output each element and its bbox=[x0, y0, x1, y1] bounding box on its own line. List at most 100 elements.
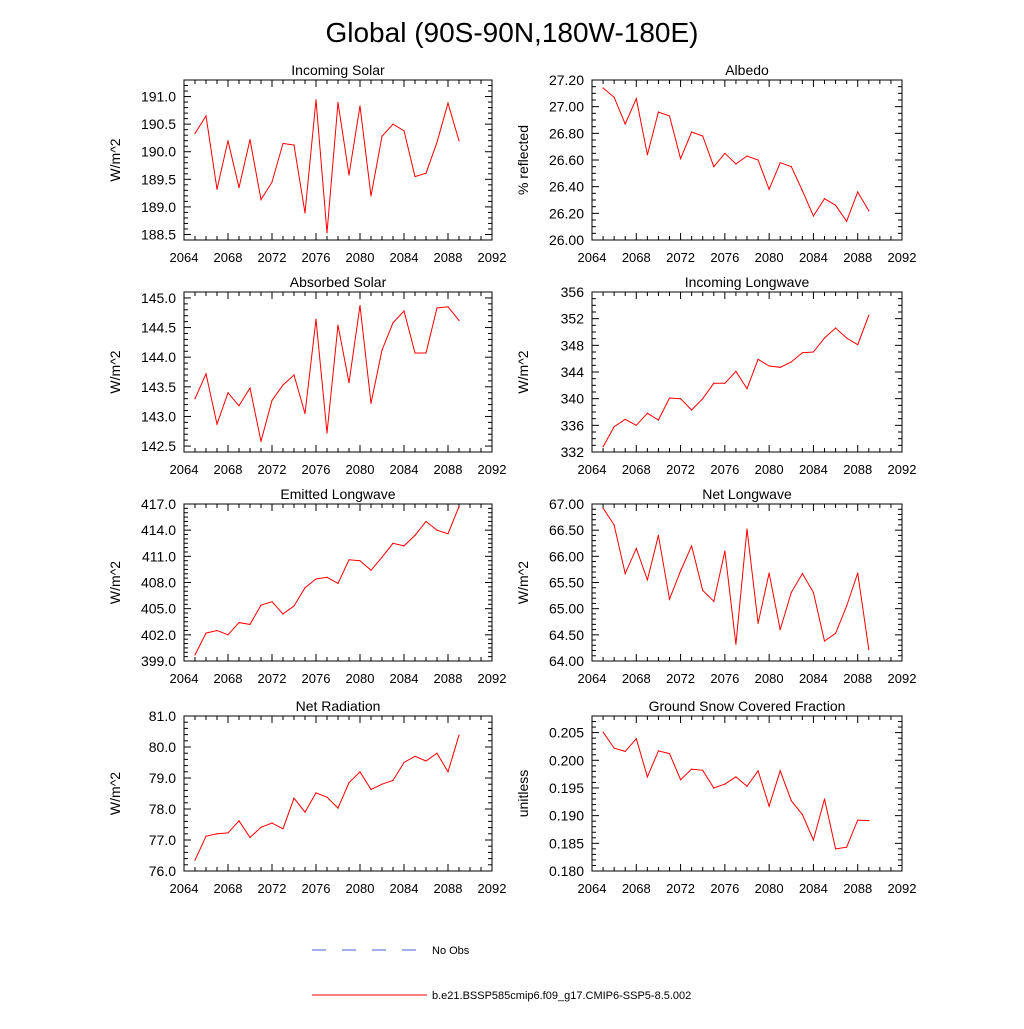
data-point bbox=[801, 190, 803, 192]
data-point bbox=[326, 796, 328, 798]
data-point bbox=[768, 572, 770, 574]
data-point bbox=[613, 96, 615, 98]
data-point bbox=[724, 152, 726, 154]
x-tick-label: 2072 bbox=[258, 250, 287, 265]
data-point bbox=[315, 578, 317, 580]
plot-frame bbox=[591, 503, 903, 662]
data-point bbox=[326, 576, 328, 578]
panel-title: Ground Snow Covered Fraction bbox=[649, 698, 846, 714]
data-point bbox=[668, 115, 671, 117]
panel-emitted-longwave: 2064 2068 2072 2076 2080 2084 2088 2092 399.0 402… bbox=[107, 486, 506, 686]
y-axis-label: W/m^2 bbox=[515, 561, 531, 604]
data-point bbox=[304, 587, 306, 589]
data-point bbox=[227, 634, 229, 636]
x-tick-label: 2088 bbox=[843, 462, 872, 477]
data-point bbox=[735, 370, 737, 372]
y-tick-label: 142.5 bbox=[141, 438, 176, 454]
data-point bbox=[271, 601, 273, 603]
x-tick-label: 2088 bbox=[434, 462, 463, 477]
x-tick-label: 2084 bbox=[390, 881, 419, 896]
x-tick-label: 2080 bbox=[346, 881, 375, 896]
x-tick-label: 2064 bbox=[170, 671, 199, 686]
x-tick-label: 2064 bbox=[578, 462, 607, 477]
panel-title: Absorbed Solar bbox=[290, 274, 387, 290]
data-point bbox=[702, 398, 704, 400]
data-point bbox=[216, 188, 218, 190]
data-point bbox=[260, 826, 262, 828]
data-point bbox=[679, 398, 682, 400]
panel-absorbed-solar: 2064 2068 2072 2076 2080 2084 2088 2092 142.5 143… bbox=[107, 274, 506, 477]
x-tick-label: 2076 bbox=[710, 462, 739, 477]
plot-frame bbox=[591, 79, 903, 241]
plot-frame bbox=[183, 715, 493, 872]
legend: No Obs b.e21.BSSP585cmip6.f09_g17.CMIP6-… bbox=[312, 945, 691, 1002]
data-point bbox=[403, 130, 405, 132]
data-point bbox=[293, 374, 295, 376]
data-point bbox=[425, 760, 427, 762]
data-point bbox=[337, 102, 339, 104]
data-point bbox=[746, 388, 748, 390]
y-tick-label: 26.60 bbox=[549, 152, 584, 168]
x-tick-label: 2084 bbox=[390, 671, 419, 686]
panel-title: Incoming Longwave bbox=[685, 274, 810, 290]
data-point bbox=[757, 358, 759, 360]
data-point bbox=[403, 545, 405, 547]
x-tick-label: 2092 bbox=[888, 462, 917, 477]
data-point bbox=[823, 337, 826, 339]
data-point bbox=[293, 144, 295, 146]
data-point bbox=[425, 172, 427, 174]
data-point bbox=[713, 600, 715, 602]
series-line-emitted-longwave bbox=[194, 506, 460, 656]
data-point bbox=[304, 212, 306, 214]
x-tick-label: 2080 bbox=[346, 462, 375, 477]
data-point bbox=[436, 752, 438, 754]
data-point bbox=[801, 573, 803, 575]
data-point bbox=[768, 805, 770, 807]
y-tick-label: 65.00 bbox=[549, 601, 584, 617]
panel-albedo: 2064 2068 2072 2076 2080 2084 2088 2092 26.00 26.… bbox=[515, 62, 916, 265]
x-tick-label: 2068 bbox=[214, 671, 243, 686]
data-point bbox=[846, 846, 848, 848]
data-point bbox=[381, 783, 383, 785]
panel-title: Incoming Solar bbox=[291, 62, 385, 78]
y-tick-label: 0.195 bbox=[549, 780, 584, 796]
data-point bbox=[801, 352, 803, 354]
data-point bbox=[735, 163, 737, 165]
y-tick-label: 145.0 bbox=[141, 290, 176, 306]
data-point bbox=[392, 123, 394, 125]
data-point bbox=[216, 629, 218, 632]
y-tick-label: 0.180 bbox=[549, 863, 584, 879]
data-point bbox=[392, 779, 394, 782]
plot-frame bbox=[183, 291, 493, 453]
data-point bbox=[646, 412, 648, 414]
data-point bbox=[216, 423, 218, 425]
x-tick-label: 2088 bbox=[434, 671, 463, 686]
data-point bbox=[205, 115, 207, 117]
x-tick-label: 2084 bbox=[390, 462, 419, 477]
x-tick-label: 2068 bbox=[622, 462, 651, 477]
y-tick-label: 81.0 bbox=[149, 708, 176, 724]
data-point bbox=[249, 387, 251, 389]
data-point bbox=[624, 573, 626, 575]
data-point bbox=[359, 560, 361, 562]
y-axis-label: unitless bbox=[515, 770, 531, 817]
y-axis-label: % reflected bbox=[515, 125, 531, 195]
y-tick-label: 76.0 bbox=[149, 863, 176, 879]
y-tick-label: 352 bbox=[561, 311, 585, 327]
y-tick-label: 143.5 bbox=[141, 379, 176, 395]
y-tick-label: 417.0 bbox=[141, 496, 176, 512]
data-point bbox=[713, 787, 715, 789]
x-tick-label: 2092 bbox=[888, 250, 917, 265]
data-point bbox=[668, 397, 671, 399]
panel-title: Net Radiation bbox=[296, 698, 381, 714]
panels: 2064 2068 2072 2076 2080 2084 2088 2092 188.5 189… bbox=[107, 62, 916, 896]
y-axis-label: W/m^2 bbox=[107, 350, 123, 393]
data-point bbox=[691, 768, 693, 770]
data-point bbox=[458, 506, 460, 508]
legend-label-model: b.e21.BSSP585cmip6.f09_g17.CMIP6-SSP5-8.… bbox=[432, 990, 691, 1002]
data-point bbox=[315, 318, 317, 320]
y-tick-label: 0.185 bbox=[549, 835, 584, 851]
x-tick-label: 2084 bbox=[799, 671, 828, 686]
x-tick-label: 2080 bbox=[755, 881, 784, 896]
